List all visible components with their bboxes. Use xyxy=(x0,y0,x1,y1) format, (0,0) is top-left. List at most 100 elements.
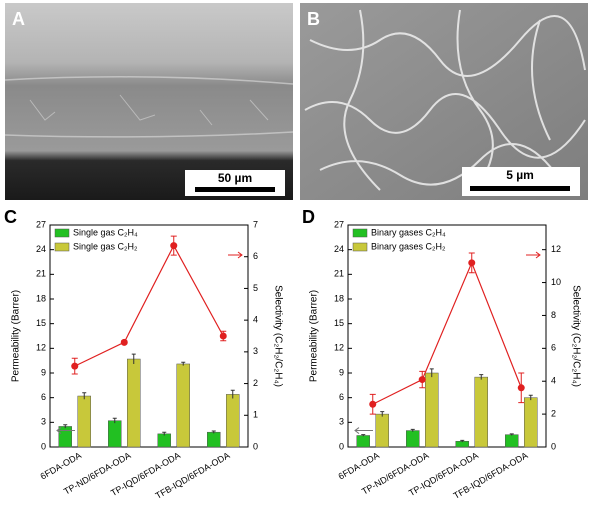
point xyxy=(120,338,128,346)
y-tick-label: 18 xyxy=(334,293,344,303)
point xyxy=(71,362,79,370)
y-tick-label: 9 xyxy=(41,367,46,377)
plot-frame xyxy=(347,224,547,448)
y2-tick-label: 5 xyxy=(253,283,258,293)
y2-tick-label: 1 xyxy=(253,410,258,420)
y2-tick-label: 3 xyxy=(253,346,258,356)
selectivity-line xyxy=(74,244,224,367)
y-tick-label: 12 xyxy=(36,343,46,353)
selectivity-line xyxy=(372,261,522,405)
y-tick-label: 9 xyxy=(339,367,344,377)
y2-axis-label: Selectivity (C₂H₂/C₂H₄) xyxy=(570,285,581,387)
bar xyxy=(226,394,240,448)
legend-label: Single gas C₂H₂ xyxy=(73,241,138,251)
y2-tick-label: 4 xyxy=(551,376,556,386)
error-bar xyxy=(509,433,514,436)
error-bar xyxy=(479,374,484,380)
y-tick-label: 24 xyxy=(36,244,46,254)
error-bar xyxy=(112,417,117,424)
x-tick-label: 6FDA-ODA xyxy=(39,450,83,481)
legend-label: Binary gases C₂H₂ xyxy=(371,241,446,251)
bar xyxy=(356,435,370,448)
error-bar xyxy=(63,424,68,429)
error-bar xyxy=(528,394,533,401)
panel-label: B xyxy=(307,9,320,29)
y-tick-label: 27 xyxy=(334,219,344,229)
sem-image-b: B 5 µm xyxy=(300,3,588,200)
error-bar xyxy=(162,431,167,436)
bar xyxy=(58,426,72,448)
bar xyxy=(108,420,122,448)
legend-label: Single gas C₂H₄ xyxy=(73,227,138,237)
y2-tick-label: 7 xyxy=(253,219,258,229)
error-bar xyxy=(460,439,465,443)
bar xyxy=(157,433,171,448)
point xyxy=(418,376,426,384)
bar xyxy=(474,376,488,448)
bar xyxy=(524,397,538,448)
y-tick-label: 12 xyxy=(334,343,344,353)
legend-swatch xyxy=(352,242,368,252)
y-tick-label: 3 xyxy=(339,417,344,427)
x-tick-label: 6FDA-ODA xyxy=(337,450,381,481)
y2-tick-label: 2 xyxy=(253,378,258,388)
y2-tick-label: 12 xyxy=(551,244,561,254)
error-bar xyxy=(211,430,216,434)
legend-swatch xyxy=(54,228,70,238)
point xyxy=(170,242,178,250)
bar xyxy=(207,431,221,448)
y2-tick-label: 0 xyxy=(551,441,556,451)
y2-tick-label: 0 xyxy=(253,441,258,451)
arrow-right xyxy=(526,251,541,259)
arrow-right xyxy=(228,251,243,259)
y-tick-label: 0 xyxy=(41,441,46,451)
y-tick-label: 21 xyxy=(36,269,46,279)
panel-label: D xyxy=(302,207,315,227)
error-bar xyxy=(82,392,87,400)
scale-bar-label: 5 µm xyxy=(506,168,534,182)
y2-tick-label: 2 xyxy=(551,408,556,418)
error-bar xyxy=(429,368,434,378)
panel-label: C xyxy=(4,207,17,227)
bar xyxy=(77,395,91,448)
error-bar xyxy=(230,389,235,399)
bar xyxy=(455,440,469,448)
y2-tick-label: 10 xyxy=(551,277,561,287)
arrow-left xyxy=(56,427,75,434)
bar xyxy=(375,413,389,448)
sem-image-a: A 50 µm xyxy=(4,3,294,200)
panel-label: A xyxy=(12,9,25,29)
arrow-left xyxy=(354,427,373,434)
legend-swatch xyxy=(54,242,70,252)
point xyxy=(219,332,227,340)
point xyxy=(517,384,525,392)
y-axis-label: Permeability (Barrer) xyxy=(11,290,22,382)
y-tick-label: 6 xyxy=(339,392,344,402)
point xyxy=(369,400,377,408)
y-tick-label: 24 xyxy=(334,244,344,254)
bar xyxy=(406,430,420,448)
legend-label: Binary gases C₂H₄ xyxy=(371,227,446,237)
y-tick-label: 27 xyxy=(36,219,46,229)
error-bar xyxy=(181,361,186,366)
bar xyxy=(505,434,519,448)
y-axis-label: Permeability (Barrer) xyxy=(309,290,320,382)
point xyxy=(468,259,476,267)
y-tick-label: 21 xyxy=(334,269,344,279)
legend-swatch xyxy=(352,228,368,238)
y-tick-label: 6 xyxy=(41,392,46,402)
y2-tick-label: 6 xyxy=(253,251,258,261)
y-tick-label: 15 xyxy=(334,318,344,328)
y2-axis-label: Selectivity (C₂H₂/C₂H₄) xyxy=(272,285,283,387)
y-tick-label: 15 xyxy=(36,318,46,328)
y-tick-label: 18 xyxy=(36,293,46,303)
y-tick-label: 3 xyxy=(41,417,46,427)
bar xyxy=(127,358,141,448)
error-bar xyxy=(380,411,385,417)
bar xyxy=(425,372,439,448)
y-tick-label: 0 xyxy=(339,441,344,451)
error-bar xyxy=(361,434,366,437)
